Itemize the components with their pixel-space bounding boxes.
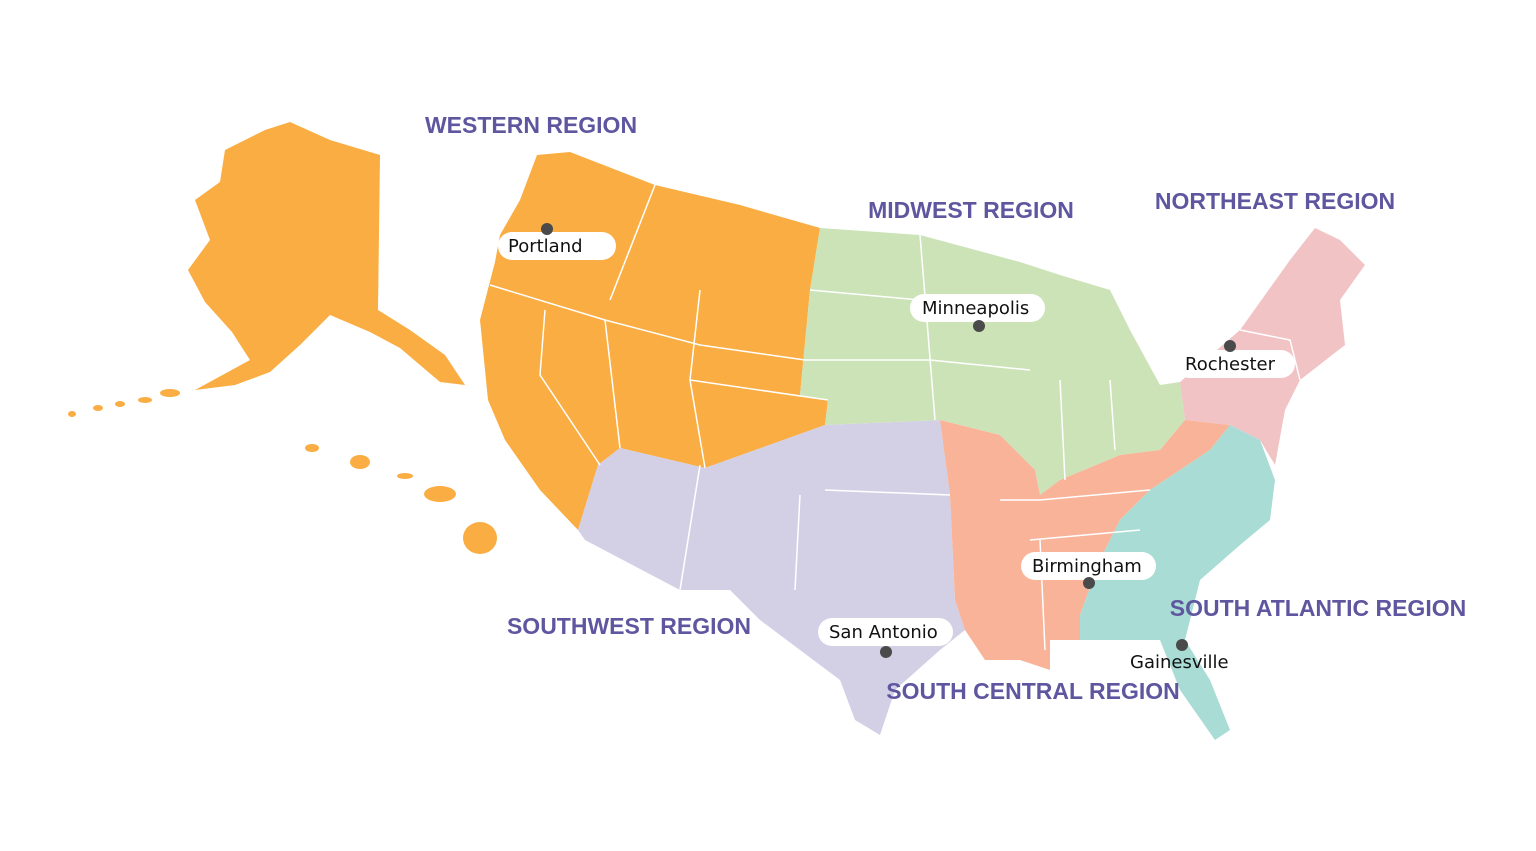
- city-pill: [1175, 350, 1295, 378]
- aleutian-island: [160, 389, 180, 397]
- city-callout: Gainesville: [1130, 639, 1229, 673]
- southwest-region: [578, 420, 965, 735]
- hawaii-island: [397, 473, 413, 479]
- region-label: SOUTH CENTRAL REGION: [886, 678, 1179, 704]
- region-label: MIDWEST REGION: [868, 197, 1074, 223]
- hawaii-island: [463, 522, 497, 554]
- city-label: Portland: [508, 236, 583, 257]
- south-central-region: [940, 420, 1230, 670]
- city-label: San Antonio: [829, 622, 938, 643]
- city-pill: [498, 232, 616, 260]
- city-dot: [973, 320, 985, 332]
- aleutian-island: [115, 401, 125, 407]
- city-callout: Portland: [498, 223, 616, 260]
- city-label: Rochester: [1185, 354, 1276, 375]
- alaska: [188, 122, 465, 390]
- northeast-region: [1180, 228, 1365, 465]
- state-borders: [489, 184, 1301, 651]
- city-callout: Birmingham: [1021, 552, 1156, 589]
- city-dot: [880, 646, 892, 658]
- city-pill: [818, 618, 953, 646]
- aleutian-island: [68, 411, 76, 417]
- city-dot: [1083, 577, 1095, 589]
- city-dot: [1224, 340, 1236, 352]
- hawaii-island: [305, 444, 319, 452]
- region-label: SOUTH ATLANTIC REGION: [1170, 595, 1466, 621]
- aleutian-island: [138, 397, 152, 403]
- city-callout: Rochester: [1175, 340, 1295, 378]
- city-callout: Minneapolis: [910, 294, 1045, 332]
- midwest-region: [800, 228, 1185, 495]
- region-label: SOUTHWEST REGION: [507, 613, 751, 639]
- hawaii-island: [350, 455, 370, 469]
- city-label: Gainesville: [1130, 652, 1229, 673]
- city-dot: [541, 223, 553, 235]
- city-callout: San Antonio: [818, 618, 953, 658]
- city-pill: [910, 294, 1045, 322]
- city-label: Birmingham: [1032, 556, 1142, 577]
- south-atlantic-region: [1080, 425, 1275, 740]
- city-label: Minneapolis: [922, 298, 1029, 319]
- city-dot: [1176, 639, 1188, 651]
- aleutian-island: [93, 405, 103, 411]
- region-label: WESTERN REGION: [425, 112, 637, 138]
- region-label: NORTHEAST REGION: [1155, 188, 1395, 214]
- hawaii-island: [424, 486, 456, 502]
- western-region: [68, 122, 828, 554]
- city-pill: [1021, 552, 1156, 580]
